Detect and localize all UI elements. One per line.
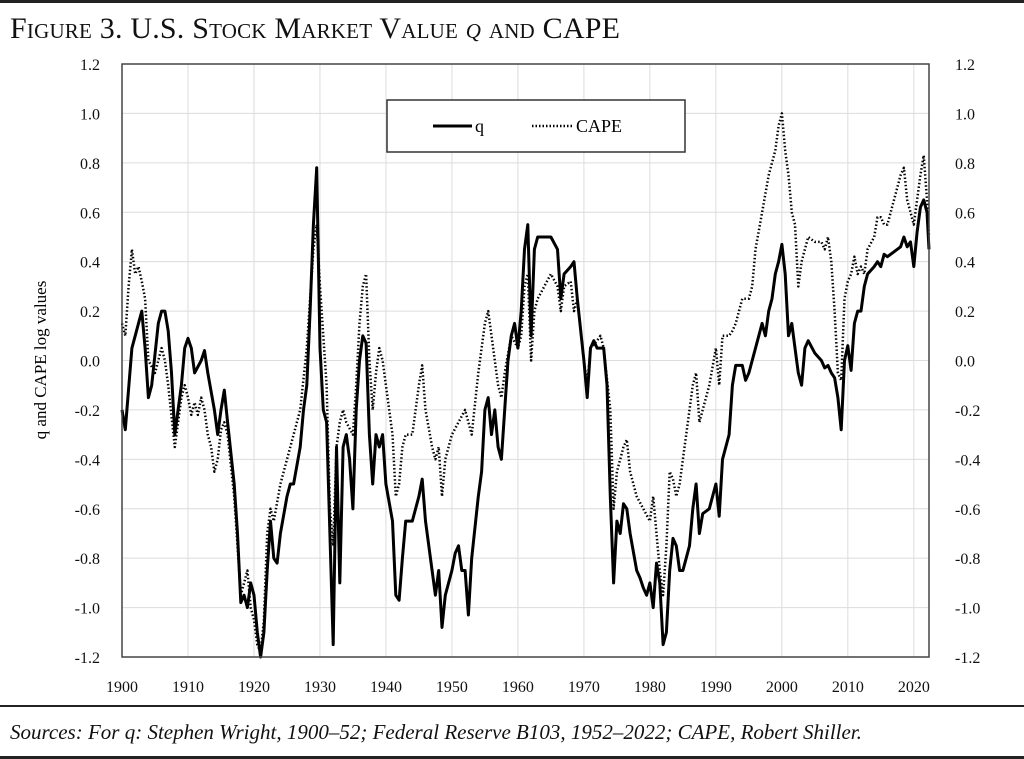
y-tick-label-left: 0.2 bbox=[80, 304, 100, 321]
y-axis-label: q and CAPE log values bbox=[31, 281, 50, 440]
x-tick-label: 1940 bbox=[370, 679, 402, 696]
top-rule bbox=[0, 0, 1024, 3]
x-tick-label: 1980 bbox=[634, 679, 666, 696]
y-tick-label-left: -1.0 bbox=[75, 601, 100, 618]
figure-title: Figure 3. U.S. Stock Market Value q and … bbox=[10, 12, 620, 46]
y-tick-label-left: 0.8 bbox=[80, 156, 100, 173]
x-tick-label: 1950 bbox=[436, 679, 468, 696]
y-tick-label-right: 1.2 bbox=[955, 57, 975, 74]
gridlines bbox=[122, 63, 929, 658]
x-tick-label: 1910 bbox=[172, 679, 204, 696]
x-tick-label: 1920 bbox=[238, 679, 270, 696]
y-tick-label-right: 0.0 bbox=[955, 354, 975, 371]
y-tick-label-right: 0.8 bbox=[955, 156, 975, 173]
bottom-rule bbox=[0, 756, 1024, 759]
y-tick-label-right: -1.0 bbox=[955, 601, 980, 618]
y-tick-label-left: 1.0 bbox=[80, 106, 100, 123]
y-tick-label-left: -0.2 bbox=[75, 403, 100, 420]
legend-cape-label: CAPE bbox=[576, 116, 622, 136]
chart: 1.2 1.2 1.0 1.0 0.8 0.8 0.6 0.6 0.4 0.4 0.2 0.2 0.0 0… bbox=[31, 57, 981, 696]
y-tick-label-right: 1.0 bbox=[955, 106, 975, 123]
y-tick-label-right: -0.8 bbox=[955, 551, 980, 568]
x-tick-label: 1960 bbox=[502, 679, 534, 696]
series-line-q bbox=[120, 166, 931, 659]
plot-frame bbox=[121, 63, 930, 658]
y-tick-label-right: -0.6 bbox=[955, 502, 980, 519]
y-tick-label-right: -0.2 bbox=[955, 403, 980, 420]
title-text-end: and CAPE bbox=[481, 12, 621, 45]
y-tick-label-left: 1.2 bbox=[80, 57, 100, 74]
source-note: Sources: For q: Stephen Wright, 1900–52;… bbox=[10, 720, 862, 744]
y-tick-label-right: 0.6 bbox=[955, 205, 975, 222]
series-lines bbox=[120, 112, 931, 659]
y-tick-label-left: -0.4 bbox=[75, 452, 100, 469]
y-tick-label-right: -0.4 bbox=[955, 452, 980, 469]
y-tick-label-left: -1.2 bbox=[75, 650, 100, 667]
y-tick-label-left: -0.6 bbox=[75, 502, 100, 519]
y-tick-label-left: 0.6 bbox=[80, 205, 100, 222]
x-tick-label: 2000 bbox=[766, 679, 798, 696]
y-tick-label-left: -0.8 bbox=[75, 551, 100, 568]
x-tick-label: 2010 bbox=[832, 679, 864, 696]
legend: q CAPE bbox=[386, 99, 686, 153]
x-tick-label: 1970 bbox=[568, 679, 600, 696]
x-tick-label: 1930 bbox=[304, 679, 336, 696]
source-top-rule bbox=[0, 705, 1024, 707]
y-tick-label-right: 0.2 bbox=[955, 304, 975, 321]
legend-q-label: q bbox=[475, 116, 484, 136]
title-text: Figure 3. U.S. Stock Market Value bbox=[10, 12, 466, 45]
x-tick-label: 1990 bbox=[700, 679, 732, 696]
y-tick-label-left: 0.0 bbox=[80, 354, 100, 371]
x-tick-label: 1900 bbox=[106, 679, 138, 696]
x-tick-label: 2020 bbox=[898, 679, 930, 696]
tick-labels: 1.2 1.2 1.0 1.0 0.8 0.8 0.6 0.6 0.4 0.4 0.2 0.2 0.0 0… bbox=[75, 57, 981, 696]
y-tick-label-right: -1.2 bbox=[955, 650, 980, 667]
y-tick-label-right: 0.4 bbox=[955, 255, 975, 272]
title-q: q bbox=[465, 12, 482, 45]
series-line-cape bbox=[120, 112, 931, 654]
y-tick-label-left: 0.4 bbox=[80, 255, 100, 272]
